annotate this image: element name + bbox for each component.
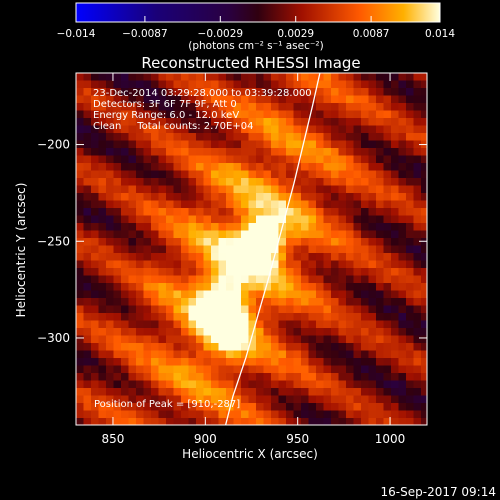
plot-frame	[75, 72, 428, 426]
x-tick-label: 850	[101, 432, 124, 446]
annotation-clean: Clean Total counts: 2.70E+04	[93, 121, 253, 132]
y-axis-label: Heliocentric Y (arcsec)	[14, 183, 28, 318]
colorbar	[76, 3, 440, 22]
solar-limb-line	[224, 73, 321, 425]
x-tick-label: 900	[194, 432, 217, 446]
timestamp: 16-Sep-2017 09:14	[381, 485, 496, 499]
colorbar-units: (photons cm⁻² s⁻¹ asec⁻²)	[188, 40, 323, 52]
colorbar-tick-label: 0.0029	[277, 28, 314, 40]
annotation-energy: Energy Range: 6.0 - 12.0 keV	[93, 110, 239, 121]
x-tick-label: 1000	[375, 432, 406, 446]
colorbar-tick-label: −0.0029	[198, 28, 244, 40]
colorbar-tick-label: 0.0087	[353, 28, 390, 40]
x-axis-label: Heliocentric X (arcsec)	[182, 447, 318, 461]
chart-title: Reconstructed RHESSI Image	[141, 54, 360, 72]
y-tick-label: −250	[37, 234, 70, 248]
axis-ticks: 850 900 950 1000 −200 −250 −300	[37, 73, 427, 446]
colorbar-tick-label: −0.014	[57, 28, 96, 40]
y-tick-label: −300	[37, 331, 70, 345]
annotation-time: 23-Dec-2014 03:29:28.000 to 03:39:28.000	[93, 88, 312, 99]
annotation-detectors: Detectors: 3F 6F 7F 9F, Att 0	[93, 99, 237, 110]
colorbar-tick-label: −0.0087	[122, 28, 168, 40]
colorbar-frame	[75, 2, 441, 23]
colorbar-tick-label: 0.014	[425, 28, 455, 40]
colorbar-ticks: −0.014 −0.0087 −0.0029 0.0029 0.0087 0.014	[57, 16, 455, 40]
x-tick-label: 950	[286, 432, 309, 446]
y-tick-label: −200	[37, 138, 70, 152]
heatmap	[76, 73, 427, 425]
peak-position-label: Position of Peak = [910,-287]	[94, 399, 240, 410]
